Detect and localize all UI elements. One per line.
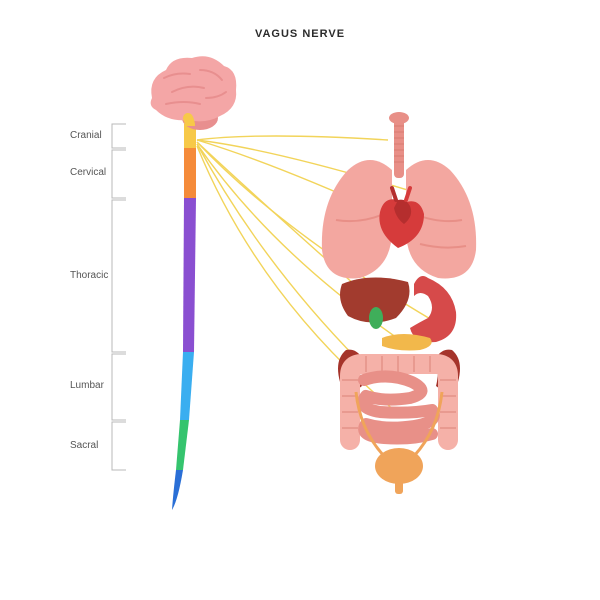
- brain: [151, 56, 237, 130]
- diagram-svg: [0, 0, 600, 600]
- small-intestine-icon: [363, 376, 434, 438]
- diagram-stage: VAGUS NERVE Cranial Cervical Thoracic Lu…: [0, 0, 600, 600]
- trachea-icon: [389, 112, 409, 178]
- segment-brackets: [112, 124, 126, 470]
- organs: [322, 112, 476, 494]
- seg-sacral: [176, 420, 189, 470]
- gallbladder-icon: [369, 307, 383, 329]
- seg-cervical: [184, 148, 196, 198]
- seg-lumbar: [180, 352, 194, 420]
- seg-coccyx: [172, 470, 183, 510]
- spinal-cord: [172, 121, 196, 510]
- stomach-icon: [410, 276, 456, 342]
- seg-thoracic: [183, 198, 196, 352]
